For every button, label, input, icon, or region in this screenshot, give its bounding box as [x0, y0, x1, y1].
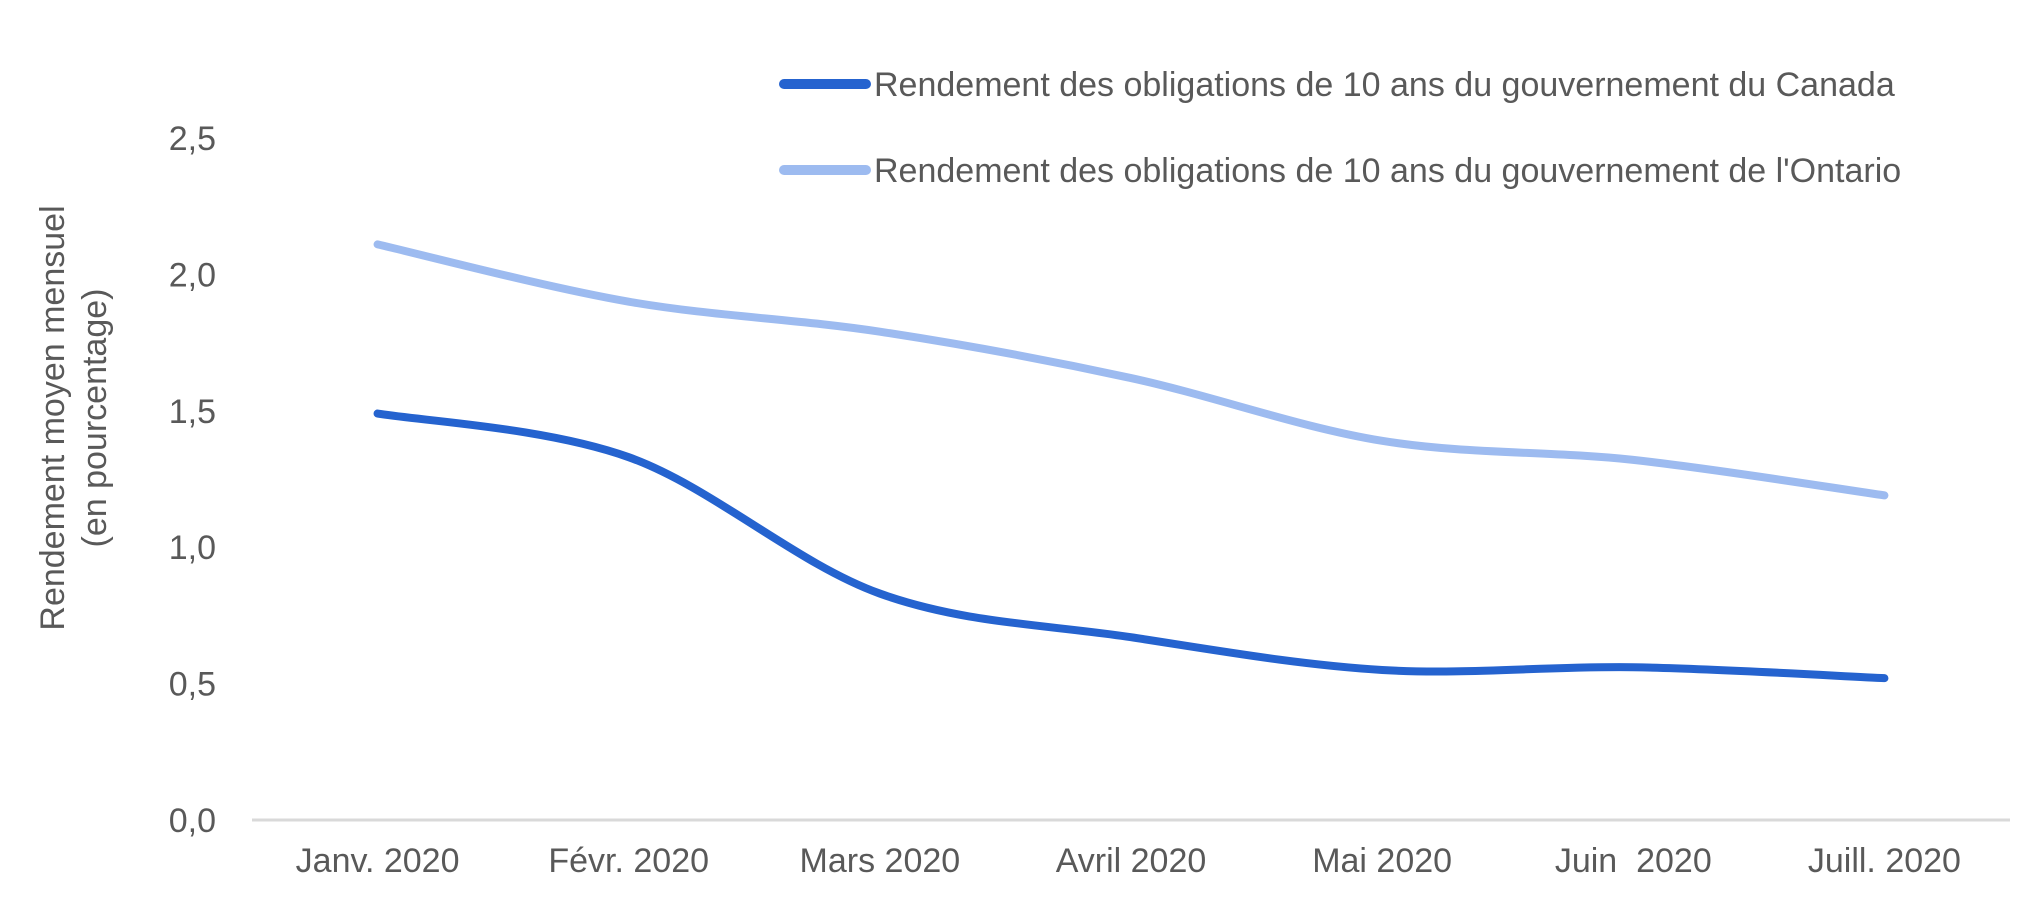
data-point-series-2 — [1880, 491, 1888, 499]
x-tick-label: Févr. 2020 — [548, 842, 709, 880]
y-axis-title-line: (en pourcentage) — [76, 289, 114, 548]
legend-label-2: Rendement des obligations de 10 ans du g… — [874, 152, 1901, 190]
data-point-series-1 — [374, 410, 382, 418]
data-point-series-2 — [625, 298, 633, 306]
series-line-2 — [373, 240, 1889, 500]
x-tick-label: Juill. 2020 — [1808, 842, 1961, 880]
data-point-series-1 — [876, 590, 884, 598]
y-tick-label: 0,5 — [169, 666, 216, 704]
x-tick-label: Juin 2020 — [1555, 842, 1712, 880]
x-tick-label: Mars 2020 — [800, 842, 961, 880]
data-point-series-2 — [1629, 456, 1637, 464]
y-tick-label: 1,5 — [169, 393, 216, 431]
y-tick-label: 0,0 — [169, 802, 216, 840]
series-line-1 — [373, 409, 1889, 683]
data-point-series-1 — [625, 453, 633, 461]
data-point-series-1 — [1880, 674, 1888, 682]
data-point-series-2 — [876, 328, 884, 336]
data-point-series-2 — [374, 240, 382, 248]
series-lines — [373, 240, 1889, 683]
data-point-series-1 — [1378, 666, 1386, 674]
legend-label-1: Rendement des obligations de 10 ans du g… — [874, 66, 1895, 104]
data-point-series-2 — [1127, 374, 1135, 382]
y-tick-label: 1,0 — [169, 529, 216, 567]
x-tick-label: Avril 2020 — [1056, 842, 1207, 880]
data-point-series-1 — [1629, 663, 1637, 671]
data-point-series-2 — [1378, 437, 1386, 445]
data-point-series-1 — [1127, 633, 1135, 641]
x-tick-label: Janv. 2020 — [296, 842, 460, 880]
y-axis-title-line: Rendement moyen mensuel — [34, 205, 72, 630]
x-axis-ticks: Janv. 2020 Févr. 2020 Mars 2020 Avril 2020 M… — [296, 842, 1961, 880]
legend: Rendement des obligations de 10 ans du g… — [779, 66, 1901, 190]
y-axis-title: Rendement moyen mensuel (en pourcentage) — [34, 205, 114, 630]
y-tick-label: 2,0 — [169, 256, 216, 294]
y-axis-ticks: 0,0 0,5 1,0 1,5 2,0 2,5 — [169, 120, 216, 840]
y-tick-label: 2,5 — [169, 120, 216, 158]
x-tick-label: Mai 2020 — [1312, 842, 1452, 880]
